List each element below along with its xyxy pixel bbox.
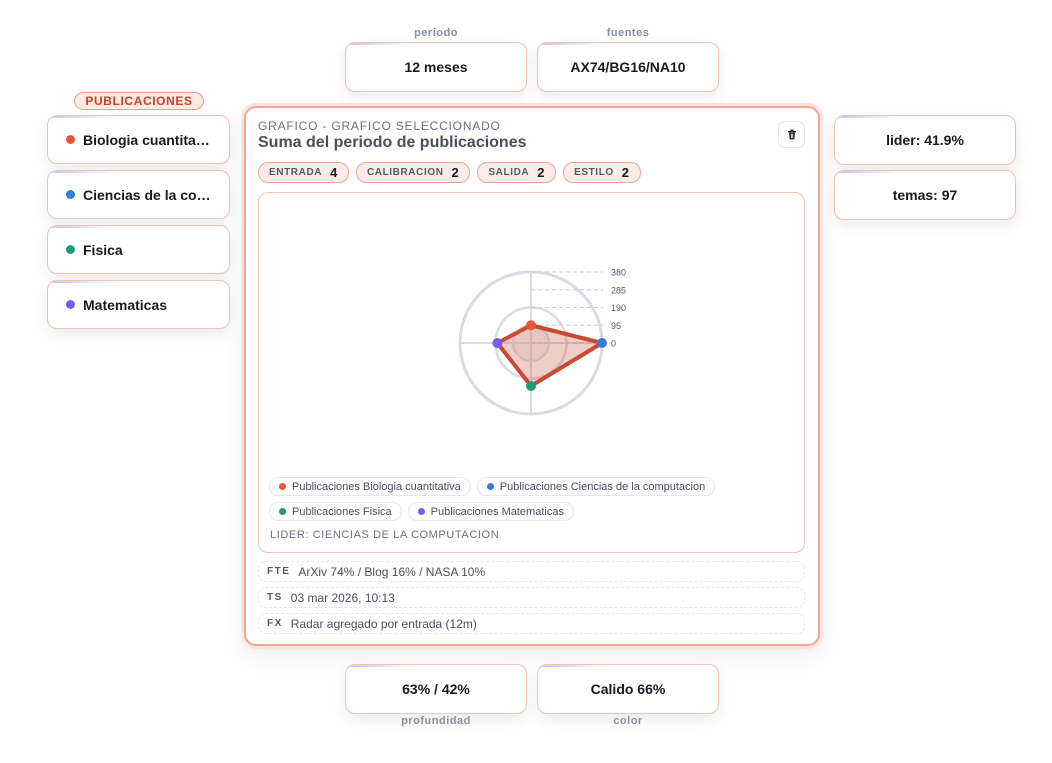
sidebar-item-label: Fisica (83, 241, 123, 258)
legend-item-matematicas[interactable]: Publicaciones Matematicas (407, 502, 574, 521)
periodo-value: 12 meses (404, 59, 468, 75)
temas-stat: temas: 97 (834, 170, 1016, 220)
tag-calibracion[interactable]: CALIBRACION 2 (355, 162, 471, 183)
legend-item-computacion[interactable]: Publicaciones Ciencias de la computacion (476, 477, 716, 496)
meta-key: TS (267, 592, 283, 603)
lider-stat: lider: 41.9% (834, 115, 1016, 165)
tag-estilo[interactable]: ESTILO 2 (563, 162, 641, 183)
radar-point-2[interactable] (597, 338, 607, 348)
tag-count: 4 (330, 165, 338, 180)
legend-label: Publicaciones Fisica (292, 505, 392, 518)
profundidad-chip[interactable]: 63% / 42% (345, 664, 527, 714)
tag-label: CALIBRACION (366, 167, 444, 178)
color-label: color (613, 715, 643, 727)
legend-item-fisica[interactable]: Publicaciones Fisica (269, 502, 402, 521)
legend-item-biologia[interactable]: Publicaciones Biologia cuantitativa (269, 477, 471, 496)
meta-value: ArXiv 74% / Blog 16% / NASA 10% (298, 564, 486, 579)
publicaciones-badge: PUBLICACIONES (74, 92, 204, 110)
fuentes-label: fuentes (606, 27, 650, 39)
tag-count: 2 (537, 165, 546, 180)
legend-dot (279, 483, 286, 490)
legend-label: Publicaciones Biologia cuantitativa (292, 480, 461, 493)
legend-dot (486, 483, 494, 490)
delete-button[interactable] (778, 121, 805, 148)
radar-tick-label: 285 (611, 285, 626, 295)
meta-key: FX (267, 618, 283, 629)
meta-fuentes: FTE ArXiv 74% / Blog 16% / NASA 10% (258, 561, 805, 582)
color-value: Calido 66% (590, 681, 666, 697)
profundidad-value: 63% / 42% (402, 681, 470, 697)
trash-icon (787, 129, 796, 140)
sidebar-item-biologia[interactable]: Biologia cuantitativa (47, 115, 230, 164)
meta-timestamp: TS 03 mar 2026, 10:13 (258, 587, 805, 608)
radar-tick-label: 95 (611, 321, 621, 331)
series-dot (66, 245, 75, 254)
periodo-chip[interactable]: 12 meses (345, 42, 527, 92)
tag-entrada[interactable]: ENTRADA 4 (258, 162, 349, 183)
color-chip[interactable]: Calido 66% (537, 664, 719, 714)
fuentes-value: AX74/BG16/NA10 (570, 59, 686, 75)
lider-value: lider: 41.9% (886, 132, 964, 148)
chart-card[interactable]: GRAFICO - GRAFICO SELECCIONADO Suma del … (244, 106, 820, 646)
meta-formula: FX Radar agregado por entrada (12m) (258, 613, 805, 634)
sidebar-item-matematicas[interactable]: Matematicas (47, 280, 230, 329)
radar-tick-label: 380 (611, 268, 626, 278)
sidebar-item-label: Matematicas (83, 296, 168, 313)
chart-area: 0 95 190 285 380 Publicaciones Biologia cuan… (258, 192, 805, 553)
legend-dot (417, 508, 425, 515)
series-dot (66, 300, 75, 309)
legend-dot (279, 508, 286, 515)
sidebar-item-fisica[interactable]: Fisica (47, 225, 230, 274)
radar-series-area (495, 323, 604, 388)
profundidad-label: profundidad (401, 715, 471, 727)
chart-legend: Publicaciones Biologia cuantitativa Publ… (269, 477, 789, 521)
radar-tick-label: 0 (611, 339, 616, 349)
meta-key: FTE (267, 566, 291, 577)
meta-value: 03 mar 2026, 10:13 (290, 590, 395, 605)
tag-row: ENTRADA 4 CALIBRACION 2 SALIDA 2 ESTILO … (258, 162, 641, 183)
fuentes-chip[interactable]: AX74/BG16/NA10 (537, 42, 719, 92)
sidebar-item-label: Biologia cuantitativa (83, 131, 211, 148)
series-dot (66, 135, 75, 144)
radar-point-4[interactable] (492, 338, 503, 348)
sidebar-item-computacion[interactable]: Ciencias de la computacion (47, 170, 230, 219)
tag-label: ESTILO (574, 167, 614, 178)
radar-tick-label: 190 (611, 303, 626, 313)
legend-label: Publicaciones Ciencias de la computacion (499, 480, 706, 493)
series-dot (66, 190, 75, 199)
periodo-label: periodo (414, 27, 458, 39)
radar-point-3[interactable] (526, 380, 536, 391)
sidebar-item-label: Ciencias de la computacion (83, 186, 211, 203)
legend-label: Publicaciones Matematicas (430, 505, 564, 518)
meta-value: Radar agregado por entrada (12m) (290, 616, 477, 631)
radar-chart: 0 95 190 285 380 (458, 268, 626, 416)
tag-count: 2 (451, 165, 460, 180)
card-title: Suma del periodo de publicaciones (258, 134, 527, 151)
tag-salida[interactable]: SALIDA 2 (477, 162, 557, 183)
tag-label: ENTRADA (269, 167, 323, 178)
leader-text: LIDER: CIENCIAS DE LA COMPUTACION (270, 529, 500, 541)
tag-label: SALIDA (488, 167, 530, 178)
tag-count: 2 (621, 165, 630, 180)
radar-point-1[interactable] (526, 320, 536, 331)
temas-value: temas: 97 (892, 187, 958, 203)
card-kicker: GRAFICO - GRAFICO SELECCIONADO (258, 119, 501, 133)
